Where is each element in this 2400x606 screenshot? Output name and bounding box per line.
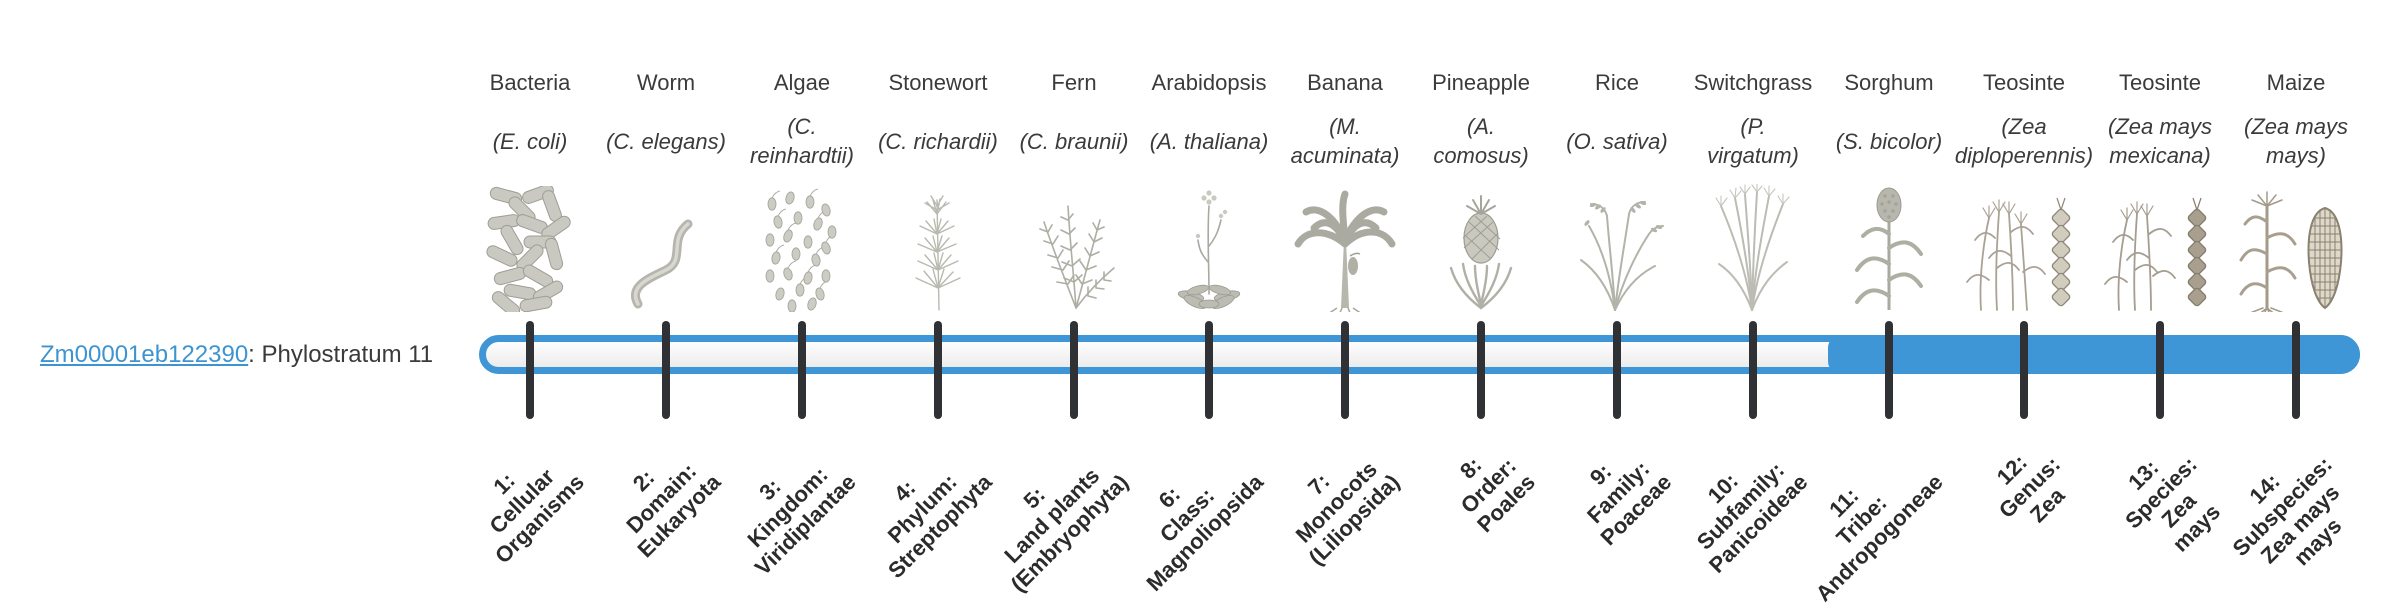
stratum-column-algae: Algae (C. reinhardtii) — [727, 70, 877, 312]
latin-name: (E. coli) — [492, 128, 568, 154]
rank-label-7: 7: Monocots (Liliopsida) — [1290, 456, 1405, 570]
arabidopsis-icon — [1134, 174, 1284, 312]
stratum-column-maize: Maize (Zea mays mays) — [2221, 70, 2371, 312]
banana-icon — [1270, 174, 1420, 312]
stratum-column-arabidopsis: Arabidopsis (A. thaliana) — [1134, 70, 1284, 312]
common-name: Stonewort — [888, 70, 988, 95]
stratum-column-worm: Worm (C. elegans) — [591, 70, 741, 312]
tick-stratum-5 — [1070, 321, 1078, 419]
common-name: Rice — [1594, 70, 1639, 95]
stratum-column-fern: Fern (C. braunii) — [999, 70, 1149, 312]
rank-label-3: 3: Kingdom: Viridiplantae — [742, 461, 862, 581]
stratum-column-stonewort: Stonewort (C. richardii) — [863, 70, 1013, 312]
gene-link[interactable]: Zm00001eb122390 — [40, 341, 249, 368]
pineapple-icon — [1406, 174, 1556, 312]
tick-stratum-9 — [1613, 321, 1621, 419]
rice-icon — [1542, 174, 1692, 312]
fern-icon — [999, 174, 1149, 312]
common-name: Pineapple — [1432, 70, 1530, 95]
rank-label-4: 4: Phylum: Streptophyta — [883, 468, 998, 583]
tick-stratum-14 — [2292, 321, 2300, 419]
tick-stratum-6 — [1205, 321, 1213, 419]
stratum-column-pineapple: Pineapple (A. comosus) — [1406, 70, 1556, 312]
common-name: Worm — [636, 70, 696, 95]
tick-stratum-12 — [2020, 321, 2028, 419]
tick-stratum-7 — [1341, 321, 1349, 419]
latin-name: (M. acuminata) — [1290, 114, 1400, 168]
common-name: Sorghum — [1844, 70, 1934, 95]
maize-icon — [2221, 174, 2371, 312]
rank-label-11: 11: Tribe: Andropogoneae — [1811, 469, 1949, 606]
worm-icon — [591, 174, 741, 312]
tick-stratum-2 — [662, 321, 670, 419]
common-name: Switchgrass — [1693, 70, 1813, 95]
latin-name: (S. bicolor) — [1835, 128, 1943, 154]
stonewort-icon — [863, 174, 1013, 312]
common-name: Teosinte — [1983, 70, 2065, 95]
common-name: Algae — [773, 70, 831, 95]
rank-label-9: 9: Family: Poaceae — [1581, 456, 1677, 551]
stratum-column-banana: Banana (M. acuminata) — [1270, 70, 1420, 312]
phylostratum-bar-fill — [1828, 335, 2360, 374]
latin-name: (Zea mays mexicana) — [2108, 114, 2212, 168]
common-name: Fern — [1051, 70, 1097, 95]
rank-label-6: 6: Class: Magnoliopsida — [1141, 469, 1269, 596]
common-name: Teosinte — [2119, 70, 2201, 95]
latin-name: (C. reinhardtii) — [750, 114, 854, 168]
rank-label-8: 8: Order: Poales — [1455, 452, 1541, 538]
stratum-column-teosinte-diploperennis: Teosinte (Zea diploperennis) — [1949, 70, 2099, 312]
latin-name: (C. elegans) — [606, 128, 726, 154]
latin-name: (A. thaliana) — [1149, 128, 1269, 154]
rank-label-5: 5: Land plants (Embryophyta) — [999, 462, 1134, 597]
rank-label-2: 2: Domain: Eukaryota — [620, 458, 726, 563]
common-name: Banana — [1307, 70, 1383, 95]
stratum-column-rice: Rice (O. sativa) — [1542, 70, 1692, 312]
stratum-column-sorghum: Sorghum (S. bicolor) — [1814, 70, 1964, 312]
common-name: Arabidopsis — [1151, 70, 1267, 95]
teosinte-diploperennis-icon — [1949, 174, 2099, 312]
rank-label-14: 14: Subspecies: Zea mays mays — [2228, 451, 2347, 571]
algae-icon — [727, 174, 877, 312]
sorghum-icon — [1814, 174, 1964, 312]
bacteria-icon — [455, 174, 605, 312]
rank-label-1: 1: Cellular Organisms — [484, 463, 590, 569]
stratum-column-switchgrass: Switchgrass (P. virgatum) — [1678, 70, 1828, 312]
switchgrass-icon — [1678, 174, 1828, 312]
stratum-column-bacteria: Bacteria (E. coli) — [455, 70, 605, 312]
tick-stratum-10 — [1749, 321, 1757, 419]
latin-name: (O. sativa) — [1566, 128, 1668, 154]
latin-name: (P. virgatum) — [1707, 114, 1799, 168]
latin-name: (A. comosus) — [1433, 114, 1529, 168]
latin-name: (C. richardii) — [878, 128, 998, 154]
rank-label-12: 12: Genus: Zea — [1991, 449, 2070, 528]
latin-name: (C. braunii) — [1019, 128, 1129, 154]
latin-name: (Zea diploperennis) — [1954, 114, 2094, 168]
tick-stratum-11 — [1885, 321, 1893, 419]
tick-stratum-13 — [2156, 321, 2164, 419]
gene-label-row: Zm00001eb122390: Phylostratum 11 — [40, 341, 433, 369]
tick-stratum-1 — [526, 321, 534, 419]
gene-phylostratum-text: : Phylostratum 11 — [248, 341, 434, 368]
tick-stratum-3 — [798, 321, 806, 419]
stratum-column-teosinte-mexicana: Teosinte (Zea mays mexicana) — [2085, 70, 2235, 312]
rank-label-13: 13: Species: Zea mays — [2119, 451, 2225, 557]
common-name: Bacteria — [489, 70, 571, 95]
tick-stratum-4 — [934, 321, 942, 419]
teosinte-mexicana-icon — [2085, 174, 2235, 312]
tick-stratum-8 — [1477, 321, 1485, 419]
latin-name: (Zea mays mays) — [2244, 114, 2348, 168]
common-name: Maize — [2266, 70, 2326, 95]
